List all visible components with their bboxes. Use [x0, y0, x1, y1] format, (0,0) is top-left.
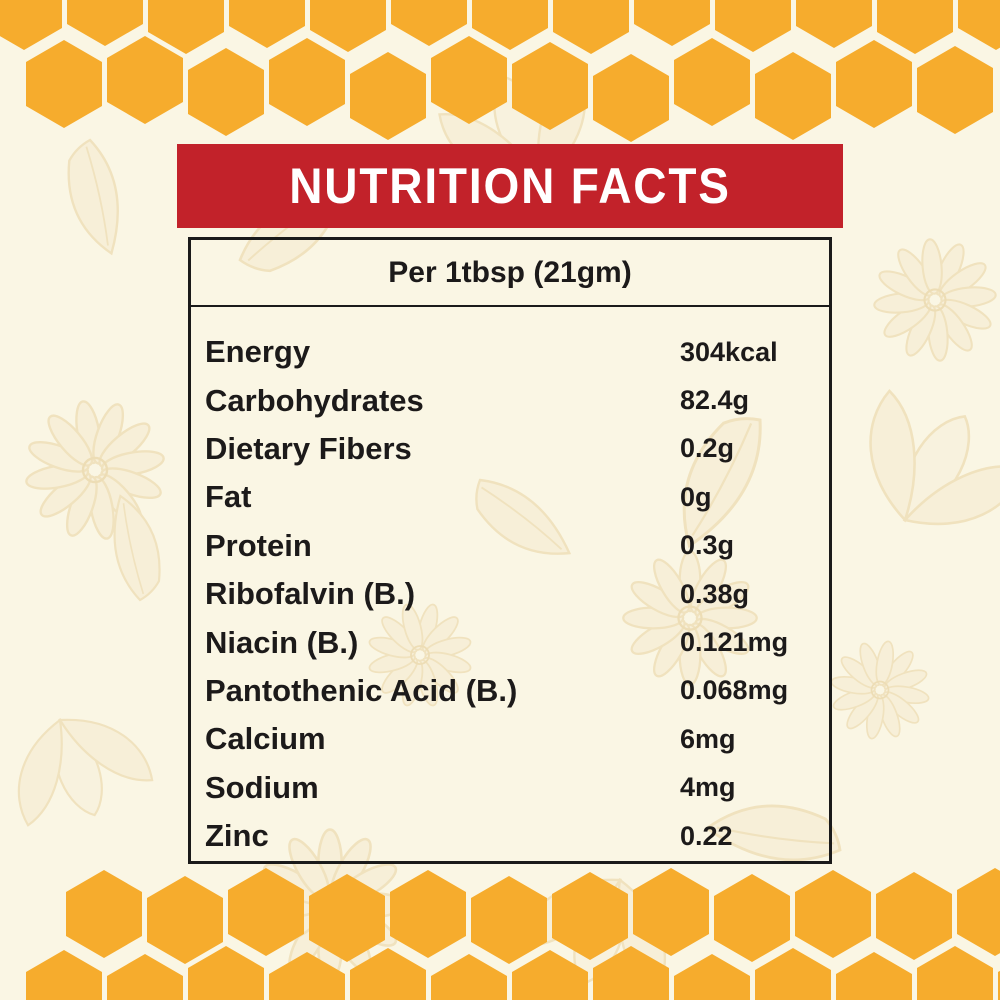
hexagon-shape — [471, 876, 547, 964]
nutrient-value: 0g — [680, 481, 712, 512]
hexagon-shape — [836, 40, 912, 128]
hexagon-shape — [26, 950, 102, 1000]
hexagon-shape — [917, 46, 993, 134]
nutrient-value: 0.3g — [680, 530, 735, 561]
hexagon-shape — [795, 870, 871, 958]
nutrition-row: Carbohydrates 82.4g — [191, 376, 829, 424]
hexagon-shape — [512, 42, 588, 130]
nutrient-value: 0.121mg — [680, 627, 789, 658]
nutrition-rows: Energy 304kcal Carbohydrates 82.4g Dieta… — [191, 328, 829, 860]
nutrient-label: Protein — [205, 527, 312, 563]
hexagon-shape — [431, 954, 507, 1000]
hexagon-shape — [310, 0, 386, 52]
hexagon-shape — [552, 872, 628, 960]
hexagon-shape — [0, 0, 62, 50]
nutrient-label: Sodium — [205, 769, 319, 805]
hexagon-shape — [350, 52, 426, 140]
hexagon-shape — [593, 54, 669, 142]
nutrition-row: Sodium 4mg — [191, 764, 829, 812]
nutrient-label: Ribofalvin (B.) — [205, 576, 416, 612]
hexagon-shape — [229, 0, 305, 48]
hexagon-shape — [796, 0, 872, 48]
nutrient-value: 6mg — [680, 723, 736, 754]
nutrient-value: 0.068mg — [680, 675, 789, 706]
nutrient-label: Pantothenic Acid (B.) — [205, 672, 518, 708]
nutrient-label: Calcium — [205, 721, 326, 757]
nutrient-value: 0.22 — [680, 820, 733, 851]
hexagon-shape — [107, 954, 183, 1000]
honeycomb-border-top — [0, 0, 1000, 142]
nutrition-row: Dietary Fibers 0.2g — [191, 425, 829, 473]
hexagon-shape — [269, 38, 345, 126]
hexagon-shape — [269, 952, 345, 1000]
hexagon-shape — [66, 870, 142, 958]
hexagon-shape — [309, 874, 385, 962]
hexagon-shape — [755, 948, 831, 1000]
hexagon-shape — [228, 868, 304, 956]
nutrient-label: Energy — [205, 334, 311, 370]
hexagon-shape — [472, 0, 548, 50]
page-title: NUTRITION FACTS — [289, 158, 731, 214]
nutrient-value: 0.2g — [680, 433, 735, 464]
hexagon-shape — [877, 0, 953, 54]
hexagon-shape — [714, 874, 790, 962]
hexagon-shape — [107, 36, 183, 124]
honeycomb-border-bottom — [26, 868, 1000, 1000]
hexagon-shape — [634, 0, 710, 46]
nutrition-row: Protein 0.3g — [191, 522, 829, 570]
hexagon-shape — [958, 0, 1000, 50]
hexagon-shape — [350, 948, 426, 1000]
nutrition-row: Calcium 6mg — [191, 715, 829, 763]
hexagon-shape — [188, 946, 264, 1000]
nutrition-row: Energy 304kcal — [191, 328, 829, 376]
hexagon-shape — [755, 52, 831, 140]
hexagon-shape — [148, 0, 224, 54]
nutrition-facts-box: Per 1tbsp (21gm) Energy 304kcal Carbohyd… — [188, 237, 832, 864]
nutrient-value: 304kcal — [680, 336, 778, 367]
hexagon-shape — [593, 946, 669, 1000]
hexagon-shape — [917, 946, 993, 1000]
nutrient-label: Dietary Fibers — [205, 430, 412, 466]
nutrient-label: Zinc — [205, 818, 269, 854]
hexagon-shape — [715, 0, 791, 52]
nutrient-value: 4mg — [680, 772, 736, 803]
nutrition-row: Ribofalvin (B.) 0.38g — [191, 570, 829, 618]
hexagon-shape — [876, 872, 952, 960]
hexagon-shape — [26, 40, 102, 128]
hexagon-shape — [431, 36, 507, 124]
nutrient-label: Fat — [205, 479, 252, 515]
nutrient-label: Carbohydrates — [205, 382, 424, 418]
hexagon-shape — [188, 48, 264, 136]
hexagon-shape — [836, 952, 912, 1000]
hexagon-shape — [553, 0, 629, 54]
hexagon-shape — [512, 950, 588, 1000]
hexagon-shape — [633, 868, 709, 956]
serving-size-header: Per 1tbsp (21gm) — [191, 240, 829, 307]
nutrition-row: Pantothenic Acid (B.) 0.068mg — [191, 667, 829, 715]
hexagon-shape — [674, 954, 750, 1000]
title-banner: NUTRITION FACTS — [177, 144, 843, 228]
nutrient-label: Niacin (B.) — [205, 624, 359, 660]
nutrition-row: Niacin (B.) 0.121mg — [191, 618, 829, 666]
hexagon-shape — [67, 0, 143, 46]
hexagon-shape — [674, 38, 750, 126]
nutrition-row: Zinc 0.22 — [191, 812, 829, 860]
hexagon-shape — [390, 870, 466, 958]
hexagon-shape — [147, 876, 223, 964]
nutrition-row: Fat 0g — [191, 473, 829, 521]
nutrient-value: 82.4g — [680, 385, 750, 416]
hexagon-shape — [957, 868, 1000, 956]
hexagon-shape — [391, 0, 467, 46]
nutrient-value: 0.38g — [680, 578, 750, 609]
